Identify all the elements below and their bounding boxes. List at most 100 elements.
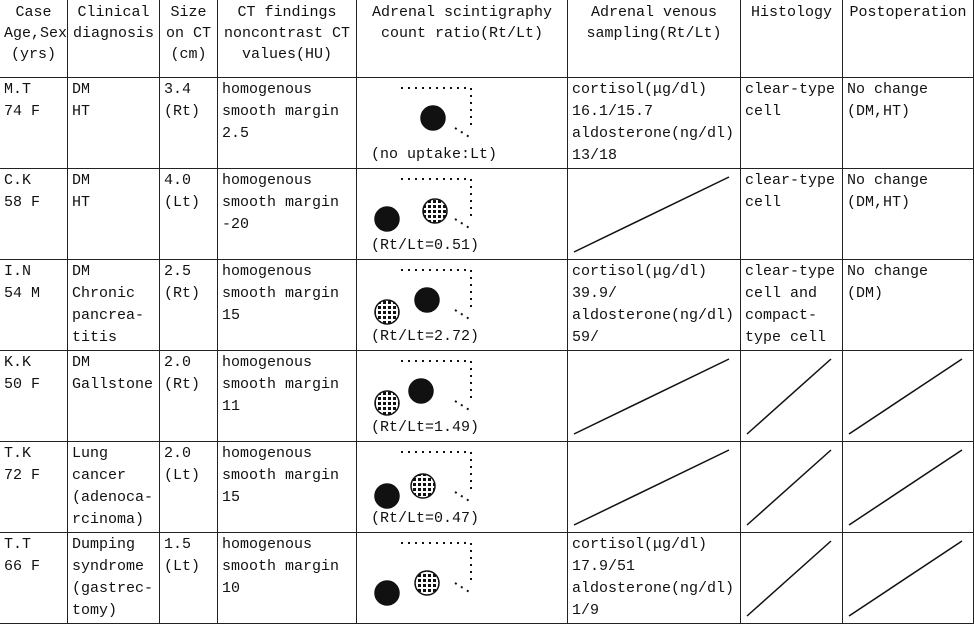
not-applicable-diagonal bbox=[568, 169, 741, 260]
body-cell: 3.4(Rt) bbox=[160, 78, 218, 169]
cell-text: 66 F bbox=[4, 556, 63, 578]
scint-ratio: (no uptake:Lt) bbox=[371, 144, 497, 166]
cell-text: aldosterone(ng/dl) bbox=[572, 305, 736, 327]
cell-text: homogenous bbox=[222, 443, 352, 465]
cell-text: DM bbox=[72, 352, 155, 374]
cell-text: syndrome bbox=[72, 556, 155, 578]
cell-text: Size bbox=[164, 2, 213, 23]
scint-ratio: (Rt/Lt=0.51) bbox=[371, 235, 479, 257]
body-cell: (Rt/Lt=2.72) bbox=[357, 260, 568, 351]
cell-text: cortisol(μg/dl) bbox=[572, 534, 736, 556]
cell-text: tomy) bbox=[72, 600, 155, 622]
body-cell: (Rt/Lt=1.49) bbox=[357, 351, 568, 442]
cell-text: Dumping bbox=[72, 534, 155, 556]
body-cell: No change(DM) bbox=[843, 260, 974, 351]
body-cell bbox=[741, 533, 843, 624]
body-cell: (Rt/Lt=0.47) bbox=[357, 442, 568, 533]
cell-text: type cell bbox=[745, 327, 838, 349]
body-cell bbox=[357, 533, 568, 624]
cell-text: clear-type bbox=[745, 79, 838, 101]
case-table: CaseAge,Sex(yrs)ClinicaldiagnosisSizeon … bbox=[0, 0, 974, 625]
cell-text: homogenous bbox=[222, 79, 352, 101]
scint-ratio: (Rt/Lt=2.72) bbox=[371, 326, 479, 348]
cell-text: clear-type bbox=[745, 170, 838, 192]
cell-text: (cm) bbox=[164, 44, 213, 65]
not-applicable-diagonal bbox=[568, 351, 741, 442]
cell-text: 59/ bbox=[572, 327, 736, 349]
cell-text: 10 bbox=[222, 578, 352, 600]
cell-text: clear-type bbox=[745, 261, 838, 283]
cell-text: 17.9/51 bbox=[572, 556, 736, 578]
scint-ratio: (Rt/Lt=0.47) bbox=[371, 508, 479, 530]
cell-text: smooth margin bbox=[222, 465, 352, 487]
header-cell: Postoperation bbox=[843, 0, 974, 78]
cell-text: cortisol(μg/dl) bbox=[572, 79, 736, 101]
cell-text: smooth margin bbox=[222, 556, 352, 578]
cell-text: cortisol(μg/dl) bbox=[572, 261, 736, 283]
cell-text: Chronic bbox=[72, 283, 155, 305]
cell-text: C.K bbox=[4, 170, 63, 192]
body-cell bbox=[568, 442, 741, 533]
not-applicable-diagonal bbox=[843, 442, 974, 533]
not-applicable-diagonal bbox=[843, 351, 974, 442]
cell-text: homogenous bbox=[222, 170, 352, 192]
body-cell bbox=[741, 442, 843, 533]
cell-text: smooth margin bbox=[222, 101, 352, 123]
cell-text: cancer bbox=[72, 465, 155, 487]
cell-text: T.T bbox=[4, 534, 63, 556]
body-cell bbox=[568, 169, 741, 260]
cell-text: 58 F bbox=[4, 192, 63, 214]
body-cell: 1.5(Lt) bbox=[160, 533, 218, 624]
body-cell: cortisol(μg/dl)17.9/51aldosterone(ng/dl)… bbox=[568, 533, 741, 624]
cell-text: DM bbox=[72, 170, 155, 192]
body-cell: clear-typecell andcompact-type cell bbox=[741, 260, 843, 351]
cell-text: titis bbox=[72, 327, 155, 349]
cell-text: HT bbox=[72, 101, 155, 123]
cell-text: 2.0 bbox=[164, 443, 213, 465]
cell-text: (DM) bbox=[847, 283, 969, 305]
body-cell: 2.0(Lt) bbox=[160, 442, 218, 533]
not-applicable-diagonal bbox=[741, 442, 843, 533]
cell-text: 1.5 bbox=[164, 534, 213, 556]
cell-text: rcinoma) bbox=[72, 509, 155, 531]
cell-text: smooth margin bbox=[222, 192, 352, 214]
body-cell bbox=[843, 442, 974, 533]
header-cell: Histology bbox=[741, 0, 843, 78]
cell-text: 15 bbox=[222, 305, 352, 327]
cell-text: (DM,HT) bbox=[847, 192, 969, 214]
cell-text: (yrs) bbox=[4, 44, 63, 65]
body-cell bbox=[741, 351, 843, 442]
not-applicable-diagonal bbox=[741, 351, 843, 442]
cell-text: diagnosis bbox=[72, 23, 155, 44]
cell-text: No change bbox=[847, 79, 969, 101]
cell-text: Age,Sex bbox=[4, 23, 63, 44]
body-cell: C.K58 F bbox=[0, 169, 68, 260]
body-cell: 2.0(Rt) bbox=[160, 351, 218, 442]
cell-text: 2.0 bbox=[164, 352, 213, 374]
cell-text: (Rt) bbox=[164, 374, 213, 396]
cell-text: CT findings bbox=[222, 2, 352, 23]
not-applicable-diagonal bbox=[568, 442, 741, 533]
cell-text: 2.5 bbox=[222, 123, 352, 145]
cell-text: homogenous bbox=[222, 261, 352, 283]
cell-text: 4.0 bbox=[164, 170, 213, 192]
cell-text: Lung bbox=[72, 443, 155, 465]
cell-text: No change bbox=[847, 170, 969, 192]
cell-text: smooth margin bbox=[222, 374, 352, 396]
body-cell: 2.5(Rt) bbox=[160, 260, 218, 351]
cell-text: sampling(Rt/Lt) bbox=[572, 23, 736, 44]
body-cell bbox=[568, 351, 741, 442]
